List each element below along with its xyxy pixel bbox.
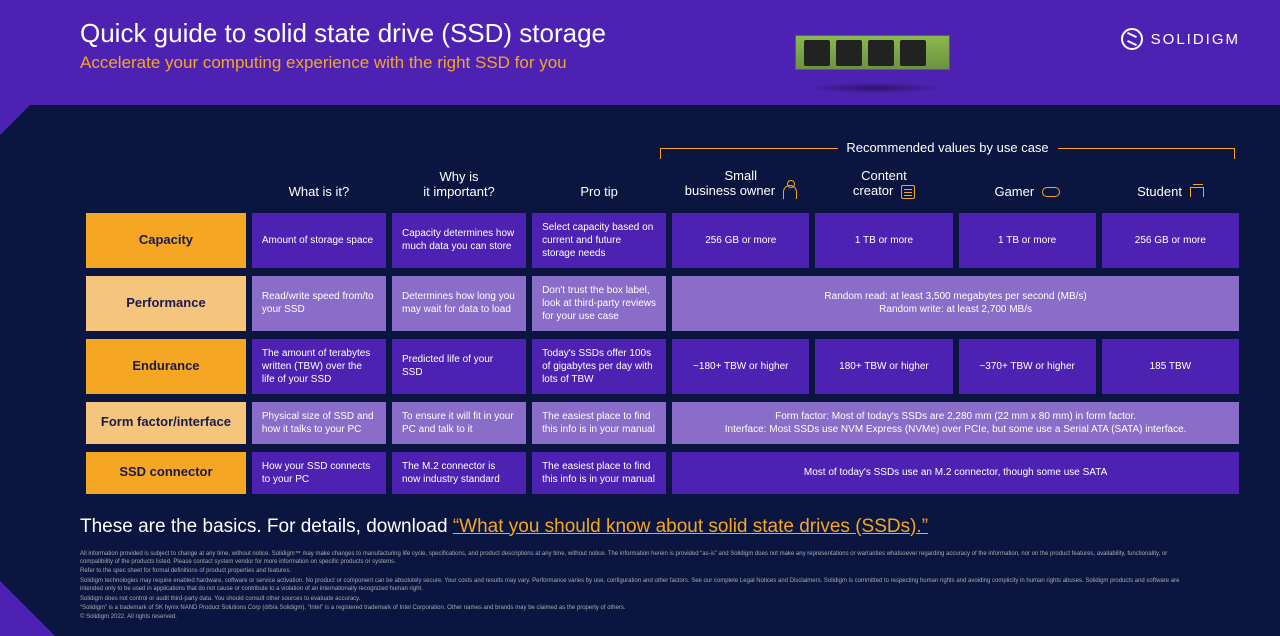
- cell-what: Physical size of SSD and how it talks to…: [252, 402, 386, 444]
- col-use3: Gamer: [959, 168, 1096, 205]
- footer-cta: These are the basics. For details, downl…: [80, 516, 1245, 538]
- col-use1: Small business owner: [672, 168, 809, 205]
- cell-why: Determines how long you may wait for dat…: [392, 276, 526, 331]
- fineprint: All information provided is subject to c…: [80, 550, 1180, 622]
- page-subtitle: Accelerate your computing experience wit…: [80, 53, 1280, 73]
- cell-why: To ensure it will fit in your PC and tal…: [392, 402, 526, 444]
- table-row: SSD connectorHow your SSD connects to yo…: [86, 452, 1239, 494]
- cell-tip: The easiest place to find this info is i…: [532, 402, 666, 444]
- table-row: PerformanceRead/write speed from/to your…: [86, 276, 1239, 331]
- recommended-label: Recommended values by use case: [838, 140, 1058, 155]
- cell-why: The M.2 connector is now industry standa…: [392, 452, 526, 494]
- cell-use-merged: Form factor: Most of today's SSDs are 2,…: [672, 402, 1239, 444]
- row-label: Form factor/interface: [86, 402, 246, 444]
- cell-use: 256 GB or more: [672, 213, 809, 268]
- fineprint-line: Refer to the spec sheet for formal defin…: [80, 567, 1180, 575]
- cell-why: Predicted life of your SSD: [392, 339, 526, 394]
- col-use2: Content creator: [815, 168, 952, 205]
- solidigm-icon: [1121, 28, 1143, 50]
- business-owner-icon: [783, 185, 797, 199]
- cell-why: Capacity determines how much data you ca…: [392, 213, 526, 268]
- cell-what: The amount of terabytes written (TBW) ov…: [252, 339, 386, 394]
- col-what: What is it?: [252, 168, 386, 205]
- brand-logo: SOLIDIGM: [1121, 28, 1240, 50]
- comparison-table: What is it? Why is it important? Pro tip…: [80, 160, 1245, 502]
- cell-use: ~180+ TBW or higher: [672, 339, 809, 394]
- cell-tip: Today's SSDs offer 100s of gigabytes per…: [532, 339, 666, 394]
- table-row: CapacityAmount of storage spaceCapacity …: [86, 213, 1239, 268]
- col-tip: Pro tip: [532, 168, 666, 205]
- footer-link[interactable]: “What you should know about solid state …: [453, 516, 928, 537]
- footer-lead: These are the basics. For details, downl…: [80, 516, 453, 537]
- comparison-table-wrap: What is it? Why is it important? Pro tip…: [0, 160, 1280, 502]
- row-label: Performance: [86, 276, 246, 331]
- brand-name: SOLIDIGM: [1151, 31, 1240, 48]
- table-row: Form factor/interfacePhysical size of SS…: [86, 402, 1239, 444]
- cell-what: Amount of storage space: [252, 213, 386, 268]
- page-title: Quick guide to solid state drive (SSD) s…: [80, 18, 1280, 49]
- footer: These are the basics. For details, downl…: [0, 502, 1280, 622]
- cell-tip: The easiest place to find this info is i…: [532, 452, 666, 494]
- cell-use: 1 TB or more: [815, 213, 952, 268]
- fineprint-line: “Solidigm” is a trademark of SK hynix NA…: [80, 604, 1180, 612]
- fineprint-line: © Solidigm 2022. All rights reserved.: [80, 613, 1180, 621]
- row-label: Capacity: [86, 213, 246, 268]
- fineprint-line: All information provided is subject to c…: [80, 550, 1180, 567]
- fineprint-line: Solidigm technologies may require enable…: [80, 577, 1180, 594]
- cell-tip: Don't trust the box label, look at third…: [532, 276, 666, 331]
- cell-use: 180+ TBW or higher: [815, 339, 952, 394]
- cell-what: How your SSD connects to your PC: [252, 452, 386, 494]
- content-creator-icon: [901, 185, 915, 199]
- cell-tip: Select capacity based on current and fut…: [532, 213, 666, 268]
- corner-accent: [0, 581, 55, 636]
- table-row: EnduranceThe amount of terabytes written…: [86, 339, 1239, 394]
- row-label: Endurance: [86, 339, 246, 394]
- cell-what: Read/write speed from/to your SSD: [252, 276, 386, 331]
- table-header-row: What is it? Why is it important? Pro tip…: [86, 168, 1239, 205]
- student-icon: [1190, 187, 1204, 197]
- gamer-icon: [1042, 187, 1060, 197]
- col-use4: Student: [1102, 168, 1239, 205]
- header-band: Quick guide to solid state drive (SSD) s…: [0, 0, 1280, 105]
- row-label: SSD connector: [86, 452, 246, 494]
- cell-use: 256 GB or more: [1102, 213, 1239, 268]
- ssd-product-image: [795, 35, 955, 110]
- cell-use-merged: Most of today's SSDs use an M.2 connecto…: [672, 452, 1239, 494]
- cell-use-merged: Random read: at least 3,500 megabytes pe…: [672, 276, 1239, 331]
- cell-use: 1 TB or more: [959, 213, 1096, 268]
- cell-use: ~370+ TBW or higher: [959, 339, 1096, 394]
- cell-use: 185 TBW: [1102, 339, 1239, 394]
- fineprint-line: Solidigm does not control or audit third…: [80, 595, 1180, 603]
- col-why: Why is it important?: [392, 168, 526, 205]
